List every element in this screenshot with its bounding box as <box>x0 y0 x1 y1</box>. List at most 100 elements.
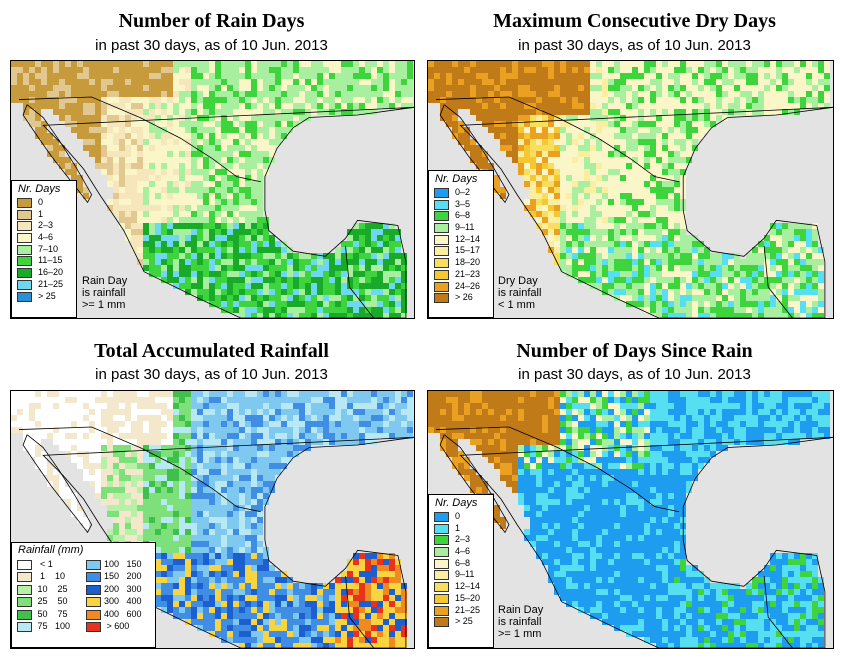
grid-cell <box>371 421 377 427</box>
grid-cell <box>638 115 644 121</box>
grid-cell <box>269 73 275 79</box>
grid-cell <box>263 85 269 91</box>
grid-cell <box>275 397 281 403</box>
grid-cell <box>263 277 269 283</box>
grid-cell <box>221 463 227 469</box>
grid-cell <box>434 61 440 67</box>
grid-cell <box>770 85 776 91</box>
grid-cell <box>662 259 668 265</box>
grid-cell <box>167 553 173 559</box>
grid-cell <box>560 187 566 193</box>
grid-cell <box>536 103 542 109</box>
grid-cell <box>710 301 716 307</box>
grid-cell <box>656 265 662 271</box>
grid-cell <box>29 409 35 415</box>
grid-cell <box>113 91 119 97</box>
grid-cell <box>263 271 269 277</box>
grid-cell <box>167 253 173 259</box>
grid-cell <box>770 103 776 109</box>
grid-cell <box>203 415 209 421</box>
grid-cell <box>47 421 53 427</box>
grid-cell <box>77 85 83 91</box>
grid-cell <box>197 67 203 73</box>
grid-cell <box>191 487 197 493</box>
grid-cell <box>191 157 197 163</box>
grid-cell <box>293 283 299 289</box>
grid-cell <box>554 97 560 103</box>
grid-cell <box>119 427 125 433</box>
grid-cell <box>620 283 626 289</box>
grid-cell <box>239 265 245 271</box>
grid-cell <box>734 307 740 313</box>
grid-cell <box>335 415 341 421</box>
grid-cell <box>578 199 584 205</box>
grid-cell <box>23 403 29 409</box>
grid-cell <box>161 409 167 415</box>
grid-cell <box>602 151 608 157</box>
grid-cell <box>215 451 221 457</box>
grid-cell <box>608 67 614 73</box>
grid-cell <box>233 181 239 187</box>
grid-cell <box>179 547 185 553</box>
grid-cell <box>227 85 233 91</box>
grid-cell <box>620 235 626 241</box>
grid-cell <box>71 511 77 517</box>
grid-cell <box>203 463 209 469</box>
grid-cell <box>251 247 257 253</box>
grid-cell <box>53 103 59 109</box>
grid-cell <box>173 97 179 103</box>
grid-cell <box>191 499 197 505</box>
grid-cell <box>626 175 632 181</box>
grid-cell <box>191 139 197 145</box>
grid-cell <box>578 121 584 127</box>
grid-cell <box>149 529 155 535</box>
grid-cell <box>371 91 377 97</box>
grid-cell <box>227 583 233 589</box>
grid-cell <box>794 289 800 295</box>
grid-cell <box>197 439 203 445</box>
grid-cell <box>794 97 800 103</box>
grid-cell <box>554 247 560 253</box>
grid-cell <box>131 439 137 445</box>
grid-cell <box>782 259 788 265</box>
grid-cell <box>257 529 263 535</box>
grid-cell <box>395 295 401 301</box>
grid-cell <box>239 115 245 121</box>
grid-cell <box>191 79 197 85</box>
grid-cell <box>383 67 389 73</box>
grid-cell <box>23 445 29 451</box>
legend-row: > 25 <box>12 291 76 303</box>
grid-cell <box>656 97 662 103</box>
grid-cell <box>644 151 650 157</box>
grid-cell <box>311 301 317 307</box>
grid-cell <box>107 115 113 121</box>
grid-cell <box>221 583 227 589</box>
grid-cell <box>227 427 233 433</box>
grid-cell <box>287 451 293 457</box>
grid-cell <box>341 397 347 403</box>
grid-cell <box>470 73 476 79</box>
grid-cell <box>716 283 722 289</box>
grid-cell <box>530 61 536 67</box>
grid-cell <box>476 157 482 163</box>
grid-cell <box>704 97 710 103</box>
grid-cell <box>185 211 191 217</box>
grid-cell <box>263 247 269 253</box>
map-dry-days[interactable] <box>427 60 834 319</box>
grid-cell <box>395 229 401 235</box>
grid-cell <box>620 193 626 199</box>
grid-cell <box>674 241 680 247</box>
map-rain-days[interactable] <box>10 60 415 319</box>
grid-cell <box>800 289 806 295</box>
grid-cell <box>269 475 275 481</box>
grid-cell <box>542 223 548 229</box>
grid-cell <box>275 391 281 397</box>
grid-cell <box>518 157 524 163</box>
grid-cell <box>716 295 722 301</box>
grid-cell <box>770 67 776 73</box>
grid-cell <box>203 259 209 265</box>
grid-cell <box>500 127 506 133</box>
grid-cell <box>566 229 572 235</box>
grid-cell <box>179 247 185 253</box>
grid-cell <box>173 169 179 175</box>
